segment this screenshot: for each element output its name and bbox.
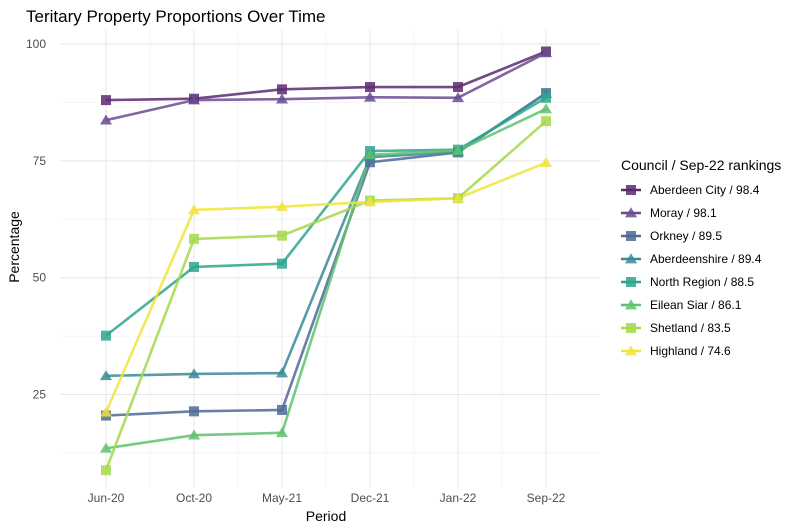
legend-label: Orkney / 89.5: [650, 229, 722, 243]
series-markers: [99, 46, 553, 476]
data-point: [363, 149, 377, 160]
legend: Aberdeen City / 98.4 Moray / 98.1 Orkney /…: [621, 183, 762, 358]
series-line: [104, 161, 547, 413]
data-point: [363, 91, 377, 102]
series-line: [104, 120, 547, 471]
x-tick-label: Jun-20: [88, 491, 125, 505]
data-point: [275, 367, 289, 378]
legend-label: Shetland / 83.5: [650, 321, 731, 335]
data-point: [187, 429, 201, 440]
legend-key-marker: [624, 345, 638, 356]
y-axis-title: Percentage: [6, 211, 22, 283]
data-point: [99, 406, 113, 417]
x-axis-title: Period: [306, 508, 346, 524]
data-point: [189, 233, 199, 244]
legend-key-marker: [626, 323, 636, 333]
data-point: [451, 144, 465, 155]
data-point: [99, 370, 113, 381]
legend-label: Highland / 74.6: [650, 344, 731, 358]
chart-title: Teritary Property Proportions Over Time: [26, 7, 325, 26]
y-axis-ticks: 25 50 75 100: [26, 37, 46, 402]
data-point: [365, 82, 375, 93]
legend-label: Eilean Siar / 86.1: [650, 298, 742, 312]
data-point: [99, 114, 113, 125]
x-tick-label: Dec-21: [351, 491, 390, 505]
data-point: [539, 156, 553, 168]
x-tick-label: May-21: [262, 491, 302, 505]
data-point: [101, 465, 111, 476]
data-point: [539, 47, 553, 58]
data-point: [277, 258, 287, 269]
legend-label: Aberdeenshire / 89.4: [650, 252, 762, 266]
data-point: [453, 82, 463, 93]
legend-key-marker: [624, 299, 638, 310]
data-point: [189, 261, 199, 272]
legend-title: Council / Sep-22 rankings: [621, 157, 781, 173]
data-point: [187, 94, 201, 105]
legend-key-marker: [626, 185, 636, 195]
x-tick-label: Sep-22: [527, 491, 566, 505]
x-tick-label: Jan-22: [440, 491, 477, 505]
series-line: [105, 50, 547, 102]
y-tick-label: 50: [33, 271, 47, 285]
series-lines: [104, 50, 547, 471]
legend-key-marker: [624, 253, 638, 264]
data-point: [277, 84, 287, 95]
data-point: [451, 192, 465, 203]
legend-label: Moray / 98.1: [650, 206, 717, 220]
data-point: [275, 93, 289, 104]
data-point: [187, 204, 201, 215]
data-point: [541, 116, 551, 127]
y-tick-label: 75: [33, 154, 47, 168]
data-point: [277, 404, 287, 415]
legend-label: Aberdeen City / 98.4: [650, 183, 760, 197]
series-line: [105, 107, 547, 450]
data-point: [275, 427, 289, 438]
data-point: [187, 368, 201, 379]
y-tick-label: 25: [33, 388, 47, 402]
data-point: [451, 92, 465, 103]
data-point: [101, 95, 111, 106]
legend-key-marker: [626, 277, 636, 287]
data-point: [363, 196, 377, 207]
y-tick-label: 100: [26, 37, 46, 51]
legend-key-marker: [626, 231, 636, 241]
data-point: [99, 442, 113, 453]
legend-key-marker: [624, 207, 638, 218]
data-point: [101, 330, 111, 341]
data-point: [541, 92, 551, 103]
data-point: [189, 406, 199, 417]
data-point: [275, 200, 289, 211]
series-line: [105, 51, 547, 122]
x-axis-ticks: Jun-20 Oct-20 May-21 Dec-21 Jan-22 Sep-22: [88, 491, 566, 505]
data-point: [539, 103, 553, 114]
data-point: [365, 157, 375, 168]
data-point: [277, 230, 287, 241]
x-tick-label: Oct-20: [176, 491, 212, 505]
legend-label: North Region / 88.5: [650, 275, 754, 289]
